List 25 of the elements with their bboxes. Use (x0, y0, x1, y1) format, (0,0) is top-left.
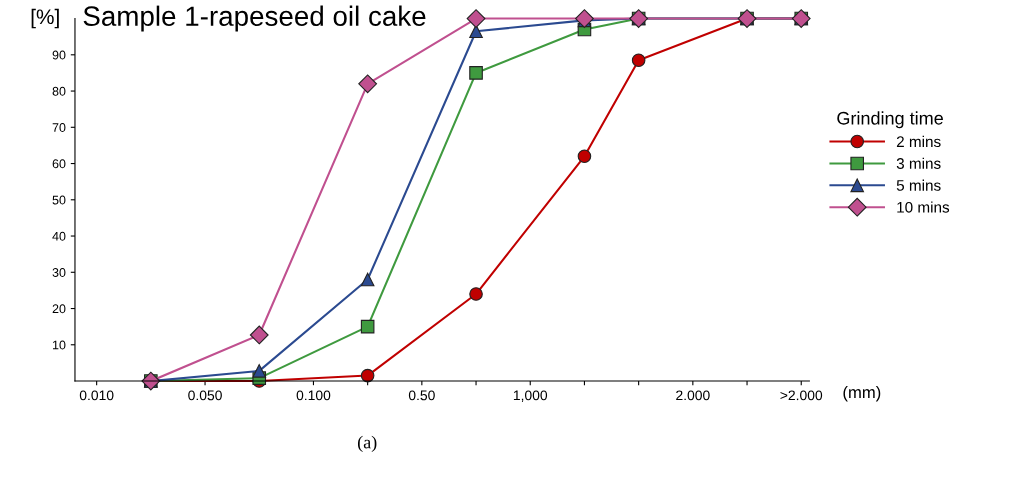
legend-title: Grinding time (837, 111, 943, 129)
y-tick-label: 70 (52, 123, 66, 132)
legend-label: 5 mins (896, 179, 941, 191)
y-tick-label: 20 (52, 304, 66, 314)
y-tick-label: 90 (52, 50, 66, 60)
x-axis-title: (mm) (843, 385, 881, 402)
x-tick-label: 0.010 (79, 390, 114, 401)
legend-label: 3 mins (896, 157, 941, 169)
x-tick-label: 0.050 (188, 390, 222, 401)
y-tick-label: 30 (52, 268, 66, 277)
x-tick-label: 0.100 (296, 390, 331, 401)
x-tick-label: 1,000 (513, 390, 548, 402)
x-tick-label: 0.50 (408, 390, 435, 401)
y-tick-label: 50 (52, 195, 66, 205)
legend-label: 10 mins (897, 201, 950, 213)
y-tick-label: 10 (52, 340, 66, 350)
chart-title: Sample 1-rapeseed oil cake (83, 5, 426, 32)
text: (a) (357, 435, 377, 453)
y-tick-label: 60 (52, 159, 66, 169)
y-axis-title: [%] (31, 8, 59, 29)
legend-label: 2 mins (896, 135, 941, 148)
y-tick-label: 80 (52, 86, 66, 96)
x-tick-label: 2.000 (676, 390, 710, 401)
y-tick-label: 40 (52, 231, 66, 241)
x-tick-label: >2.000 (780, 390, 823, 401)
